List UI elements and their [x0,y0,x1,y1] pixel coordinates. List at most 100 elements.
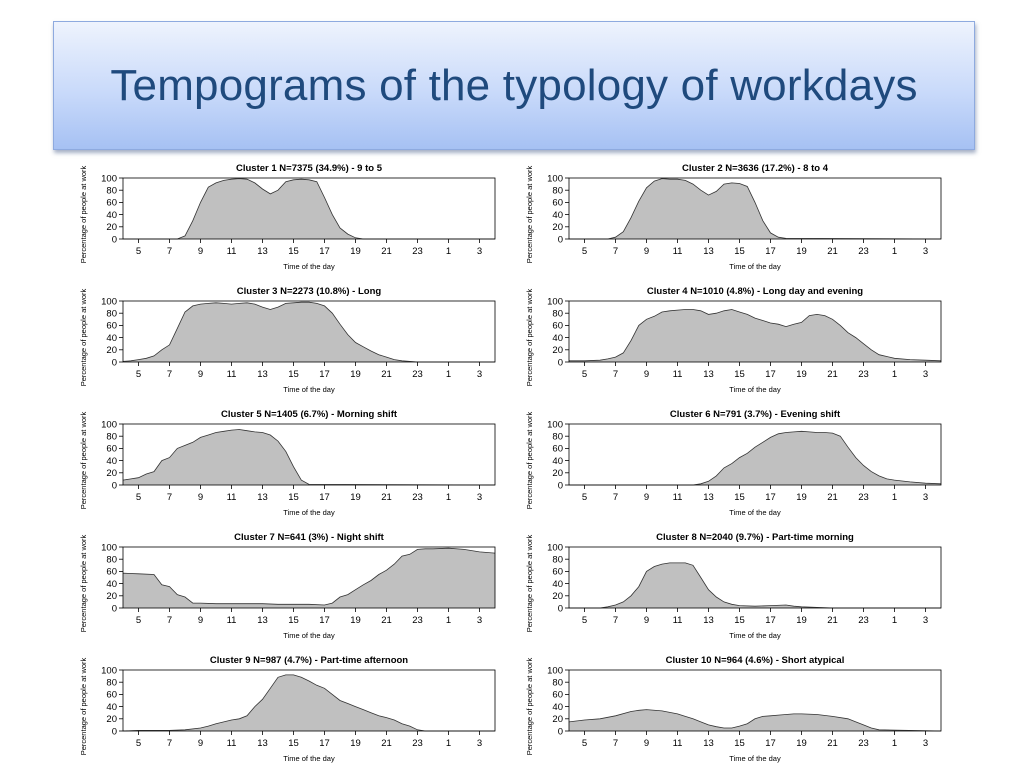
y-tick-label: 0 [112,357,117,368]
y-axis-label: Percentage of people at work [79,165,88,263]
plot-frame [122,423,496,486]
y-tick-label: 100 [547,173,563,184]
series-line [122,301,495,363]
y-tick-label: 0 [558,726,563,737]
chart-panel-7: Cluster 7 N=641 (3%) - Night shift 020406… [79,532,496,640]
x-tick-label: 5 [582,246,587,257]
y-tick-label: 0 [558,480,563,491]
y-tick-label: 80 [552,555,563,566]
x-tick-label: 3 [923,369,928,380]
x-tick-label: 13 [703,369,714,380]
chart-title: Cluster 7 N=641 (3%) - Night shift [234,532,384,543]
y-tick-label: 100 [101,296,117,307]
y-tick-label: 20 [552,591,563,602]
y-tick-label: 20 [106,222,117,233]
x-tick-label: 11 [227,738,237,749]
chart-panel-2: Cluster 2 N=3636 (17.2%) - 8 to 4 0204060… [525,163,942,271]
x-tick-label: 19 [796,492,807,503]
x-tick-label: 21 [827,369,838,380]
x-tick-label: 21 [381,369,392,380]
series-area [123,178,495,239]
x-tick-label: 1 [446,369,451,380]
plot-frame [122,300,496,363]
y-axis-label: Percentage of people at work [79,534,88,632]
series-area [569,431,941,485]
x-tick-label: 13 [703,738,714,749]
series-line [122,674,495,732]
y-tick-label: 20 [552,714,563,725]
x-axis-label: Time of the day [729,385,781,394]
x-axis-label: Time of the day [283,754,335,763]
x-tick-label: 21 [827,615,838,626]
series-area [569,709,941,731]
chart-panel-1: Cluster 1 N=7375 (34.9%) - 9 to 5 0204060… [79,163,496,271]
chart-panel-10: Cluster 10 N=964 (4.6%) - Short atypical… [525,655,942,763]
x-tick-label: 11 [227,246,237,257]
y-tick-label: 0 [112,726,117,737]
y-axis-label: Percentage of people at work [79,657,88,755]
y-tick-label: 100 [547,296,563,307]
chart-panel-8: Cluster 8 N=2040 (9.7%) - Part-time morn… [525,532,942,640]
y-tick-label: 60 [106,321,117,332]
plot-frame [568,669,942,732]
y-tick-label: 20 [106,714,117,725]
y-tick-label: 100 [547,542,563,553]
y-tick-label: 60 [552,444,563,455]
x-axis-label: Time of the day [283,508,335,517]
x-tick-label: 13 [257,369,268,380]
x-tick-label: 7 [613,738,618,749]
x-tick-label: 1 [892,369,897,380]
plot-frame [122,669,496,732]
x-tick-label: 7 [167,246,172,257]
x-tick-label: 9 [644,369,649,380]
x-tick-label: 17 [319,246,330,257]
x-tick-label: 11 [227,369,237,380]
x-tick-label: 15 [288,615,299,626]
y-tick-label: 100 [101,665,117,676]
x-tick-label: 19 [350,369,361,380]
y-axis-label: Percentage of people at work [525,288,534,386]
plot-frame [122,546,496,609]
x-tick-label: 15 [734,738,745,749]
x-tick-label: 13 [257,246,268,257]
x-tick-label: 9 [198,492,203,503]
x-tick-label: 1 [892,615,897,626]
plot-frame [568,177,942,240]
series-area [123,548,495,608]
x-tick-label: 15 [288,246,299,257]
x-tick-label: 9 [644,492,649,503]
x-tick-label: 21 [827,492,838,503]
y-tick-label: 80 [106,309,117,320]
y-axis-label: Percentage of people at work [525,657,534,755]
chart-title: Cluster 3 N=2273 (10.8%) - Long [237,286,382,297]
y-tick-label: 60 [552,198,563,209]
x-tick-label: 13 [257,492,268,503]
x-tick-label: 13 [703,615,714,626]
y-tick-label: 80 [552,432,563,443]
y-tick-label: 0 [112,234,117,245]
chart-title: Cluster 2 N=3636 (17.2%) - 8 to 4 [682,163,829,174]
series-line [568,709,942,732]
x-axis-label: Time of the day [729,262,781,271]
y-tick-label: 80 [106,432,117,443]
series-line [569,309,942,362]
y-tick-label: 40 [552,210,563,221]
y-tick-label: 20 [552,222,563,233]
y-tick-label: 40 [106,333,117,344]
x-tick-label: 9 [198,615,203,626]
x-tick-label: 3 [477,246,482,257]
x-tick-label: 19 [350,738,361,749]
y-tick-label: 40 [106,210,117,221]
chart-panel-6: Cluster 6 N=791 (3.7%) - Evening shift02… [525,409,942,517]
x-tick-label: 1 [892,492,897,503]
y-tick-label: 60 [552,321,563,332]
y-axis-label: Percentage of people at work [79,411,88,509]
x-axis-label: Time of the day [283,385,335,394]
x-tick-label: 1 [446,492,451,503]
y-tick-label: 0 [112,480,117,491]
plot-frame [568,546,942,609]
slide-title: Tempograms of the typology of workdays [110,60,918,110]
x-tick-label: 15 [288,369,299,380]
x-tick-label: 9 [198,369,203,380]
x-tick-label: 1 [446,615,451,626]
